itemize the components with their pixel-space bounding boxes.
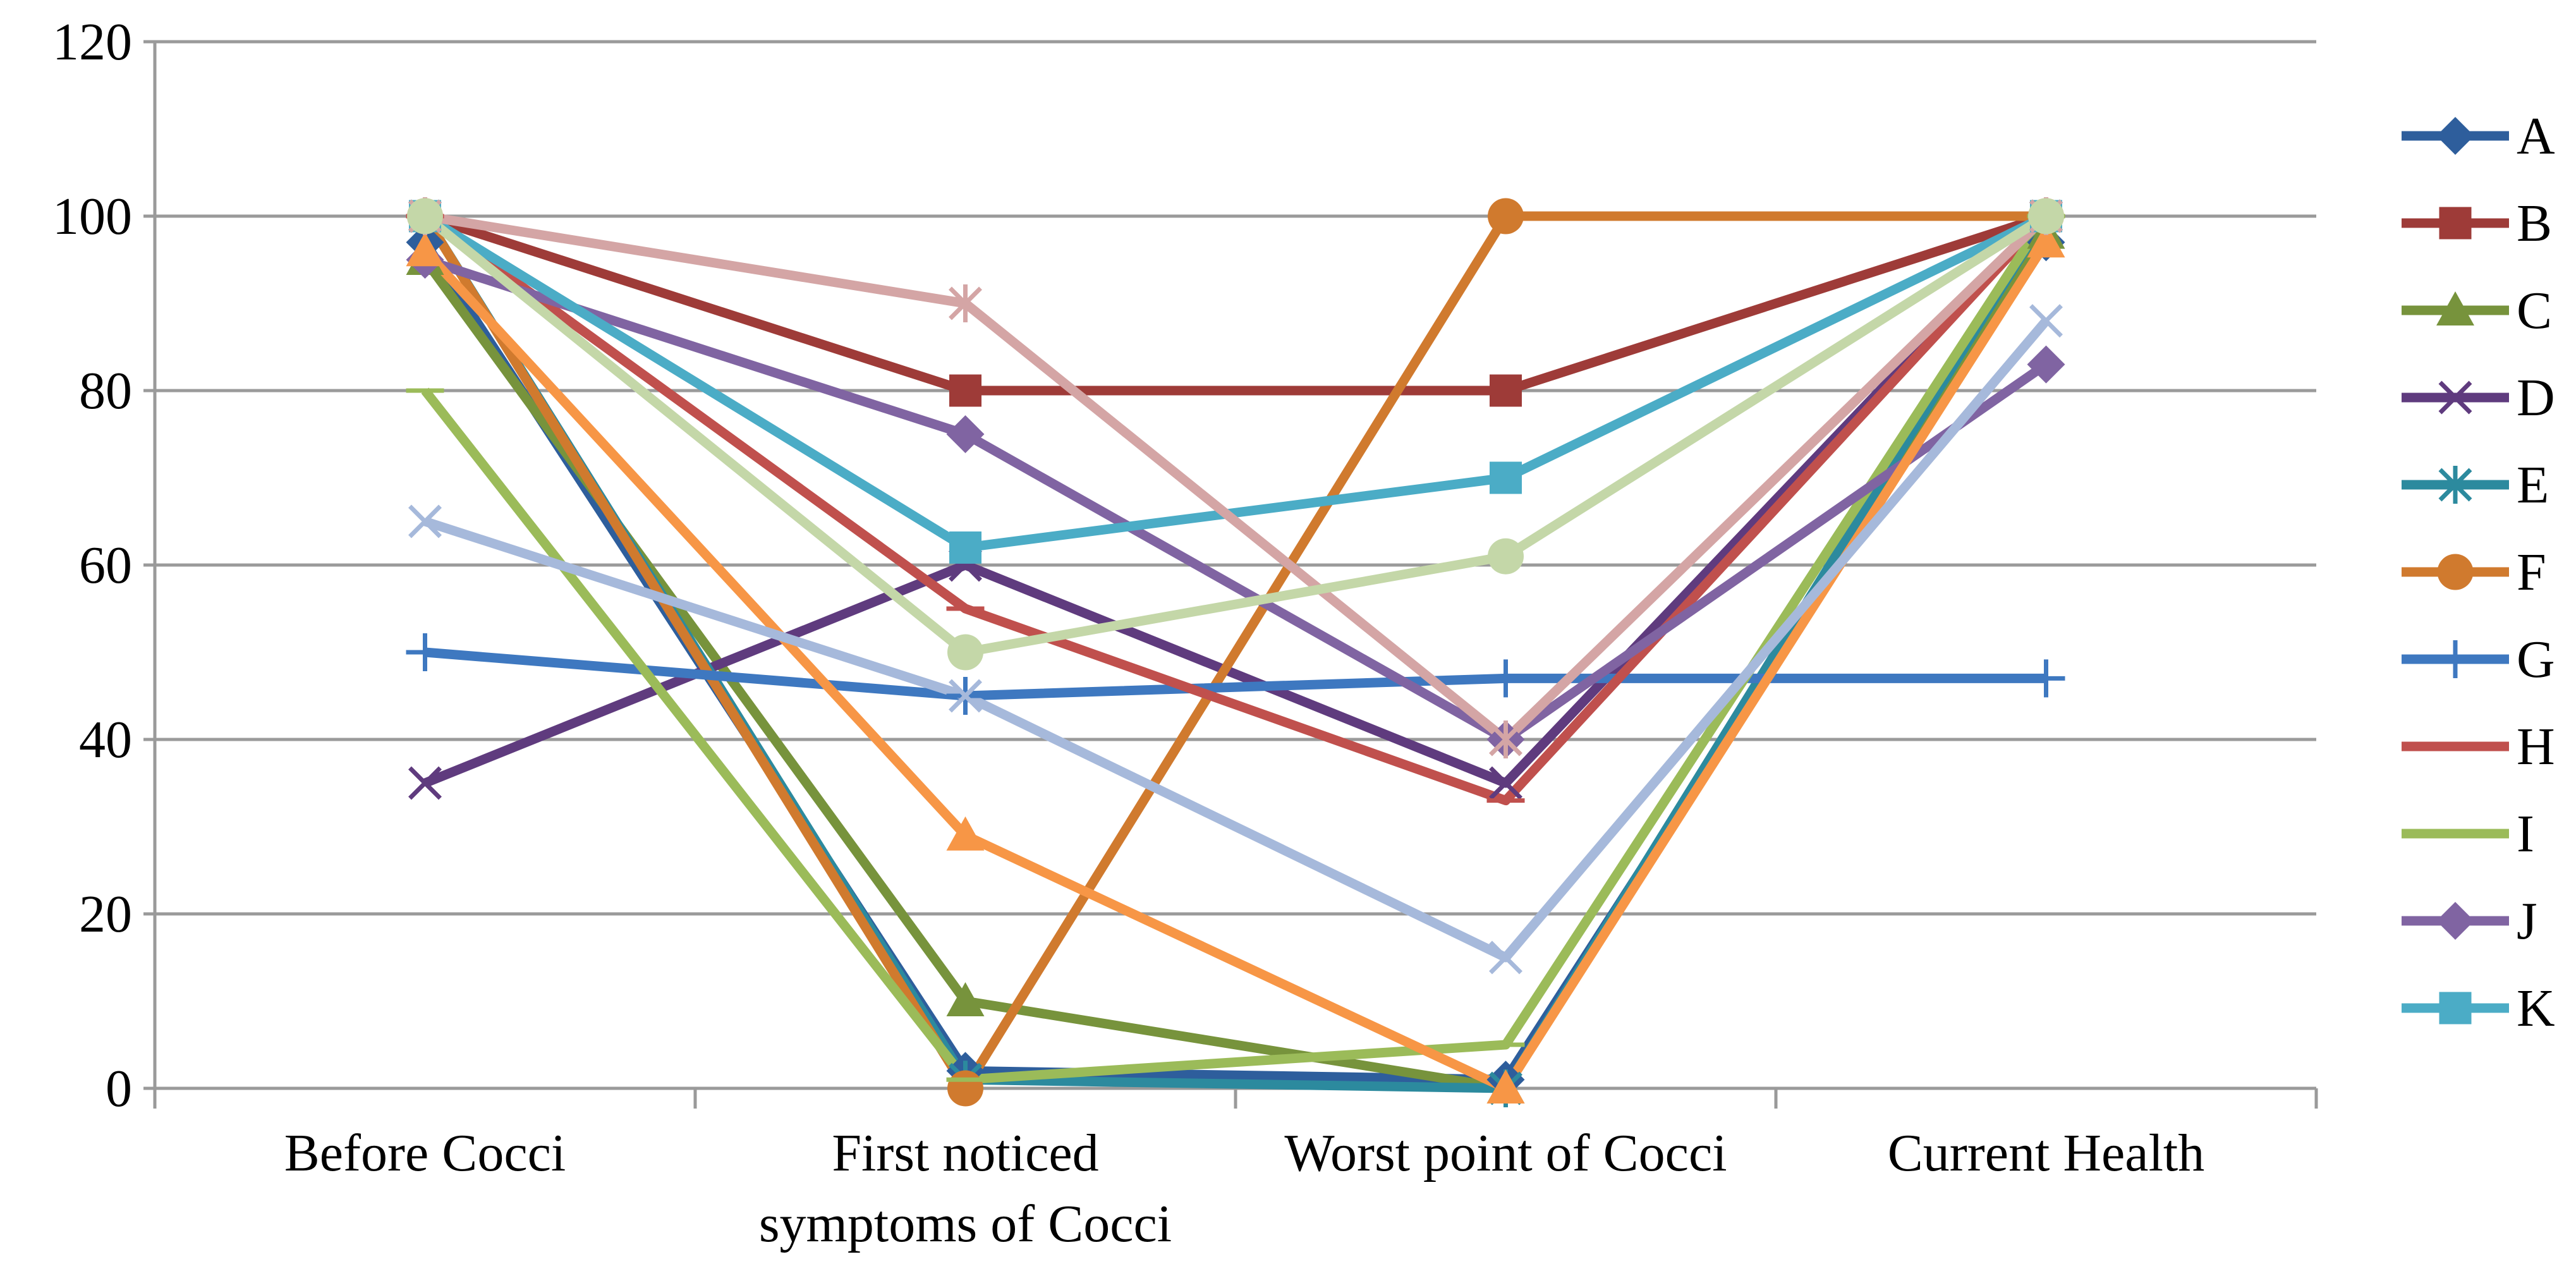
point-G-3	[2027, 659, 2065, 698]
y-tick-label: 120	[52, 13, 132, 71]
series-line-N	[424, 211, 2050, 745]
y-tick-label: 80	[79, 362, 132, 420]
point-L-2	[1486, 1069, 1525, 1104]
point-L-1	[946, 816, 985, 851]
point-L-0	[406, 232, 444, 267]
point-D-2	[1489, 766, 1522, 800]
legend-swatch-marker	[2436, 291, 2474, 325]
point-K-1	[949, 531, 981, 564]
y-tick-label: 0	[106, 1059, 132, 1118]
y-tick-label: 40	[79, 710, 132, 769]
point-M-2	[1489, 940, 1522, 975]
legend-entry-C: C	[2402, 281, 2552, 340]
x-tick-labels: Before Cocci First noticed symptoms of Coc…	[284, 1124, 2204, 1253]
point-G-0	[406, 633, 444, 671]
x-tick-label: Current Health	[1888, 1124, 2205, 1183]
point-M-3	[2029, 304, 2063, 338]
point-D-0	[408, 766, 442, 800]
legend-label: H	[2517, 717, 2555, 776]
legend-label: E	[2517, 456, 2549, 514]
series-line-J	[423, 255, 2049, 745]
point-J-3	[2027, 345, 2065, 384]
series-line-M	[423, 317, 2050, 963]
point-L-3	[2027, 223, 2065, 258]
legend-entry-D: D	[2402, 368, 2555, 427]
legend-entry-I: I	[2402, 805, 2534, 863]
legend-label: A	[2517, 107, 2555, 166]
point-N-2	[1489, 721, 1522, 758]
point-G-2	[1486, 659, 1525, 698]
legend-label: D	[2517, 368, 2555, 427]
legend-swatch-marker	[2438, 466, 2472, 504]
point-K-2	[1490, 461, 1522, 494]
point-O-1	[947, 634, 983, 671]
point-J-1	[946, 415, 985, 453]
gridlines	[155, 40, 2316, 1090]
legend-entry-K: K	[2402, 979, 2555, 1038]
point-C-1	[946, 982, 985, 1016]
legend-label: C	[2517, 281, 2552, 340]
point-B-2	[1490, 374, 1522, 407]
point-F-1	[947, 1070, 983, 1107]
point-N-1	[949, 284, 982, 322]
series-line-F	[421, 211, 2046, 1093]
y-tick-labels: 0 20 40 60 80 100 120	[52, 13, 132, 1118]
legend-label: B	[2517, 194, 2552, 253]
series-line-G	[424, 647, 2046, 701]
point-O-0	[407, 198, 443, 234]
point-O-3	[2028, 198, 2064, 234]
x-tick-label: First noticed	[832, 1124, 1098, 1183]
legend-entry-B: B	[2402, 194, 2552, 253]
y-tick-label: 20	[79, 885, 132, 944]
series-line-K	[422, 212, 2048, 552]
point-F-2	[1488, 198, 1524, 234]
series-line-H	[422, 212, 2050, 806]
series-line-O	[422, 212, 2049, 657]
legend-swatch-marker	[2436, 117, 2474, 155]
legend-label: J	[2517, 892, 2537, 951]
legend-swatch-marker	[2438, 380, 2472, 415]
y-tick-label: 60	[79, 536, 132, 595]
x-tick-label: symptoms of Cocci	[759, 1195, 1172, 1253]
axes	[143, 40, 2318, 1109]
legend-label: I	[2517, 805, 2534, 863]
legend-entry-J: J	[2402, 892, 2537, 951]
legend-label: F	[2517, 543, 2546, 602]
legend-swatch-marker	[2437, 554, 2474, 590]
legend-label: K	[2517, 979, 2555, 1038]
y-tick-label: 100	[52, 187, 132, 246]
x-tick-label: Before Cocci	[284, 1124, 566, 1183]
series-lines	[421, 211, 2050, 1093]
series-line-B	[423, 211, 2048, 396]
legend-entry-E: E	[2402, 456, 2549, 514]
point-M-1	[949, 679, 982, 713]
series-line-I	[421, 213, 2050, 1085]
legend-swatch-marker	[2439, 207, 2472, 240]
legend-entry-G: G	[2402, 630, 2555, 689]
legend-entry-H: H	[2402, 717, 2555, 776]
legend-swatch-marker	[2439, 992, 2472, 1025]
legend-label: G	[2517, 630, 2555, 689]
legend-entry-A: A	[2402, 107, 2555, 166]
point-O-2	[1488, 538, 1524, 575]
legend-swatch-marker	[2436, 640, 2474, 678]
series-markers	[406, 197, 2065, 1107]
x-tick-label: Worst point of Cocci	[1284, 1124, 1727, 1183]
legend-entry-F: F	[2402, 543, 2546, 602]
legend-swatch-marker	[2436, 902, 2474, 940]
point-M-0	[408, 504, 442, 538]
point-B-1	[949, 374, 981, 407]
series-line-L	[421, 240, 2050, 1093]
